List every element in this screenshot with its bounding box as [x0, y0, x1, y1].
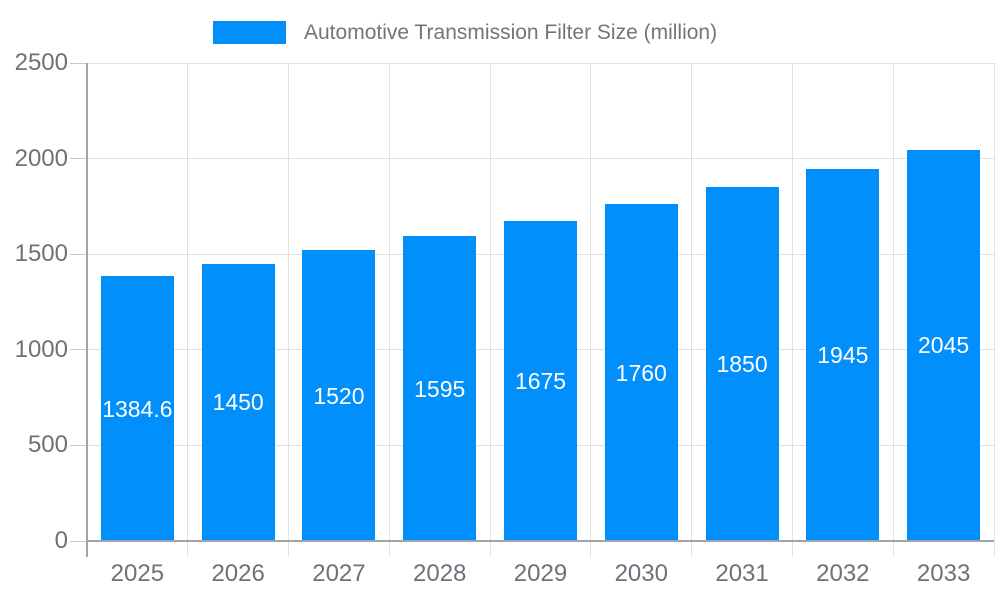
y-axis-line	[86, 63, 88, 557]
x-axis-label: 2028	[413, 560, 467, 587]
y-axis-tick	[70, 349, 87, 351]
bar	[100, 276, 174, 541]
x-axis-label: 2032	[816, 560, 870, 587]
x-axis-tick	[892, 541, 894, 557]
bar	[907, 149, 981, 541]
bar	[403, 236, 477, 541]
bar-value-label: 1675	[514, 367, 567, 394]
bar-value-label: 1450	[212, 389, 264, 416]
x-gridline	[489, 63, 491, 541]
x-gridline	[691, 63, 693, 541]
x-axis-tick	[388, 541, 390, 557]
y-axis-label: 500	[27, 431, 68, 459]
x-axis-label: 2029	[513, 560, 568, 587]
x-axis-label: 2030	[614, 560, 668, 587]
x-axis-tick	[489, 541, 491, 557]
legend-marker-icon	[213, 21, 286, 44]
bar	[806, 169, 880, 541]
y-axis-label: 1000	[14, 335, 68, 363]
x-gridline	[187, 63, 189, 541]
plot-area: 1384.6 1450 1520 1595 1675 1760 1850 1945 2045	[86, 62, 995, 541]
x-axis-label: 2031	[715, 560, 769, 587]
y-axis-tick	[70, 62, 87, 64]
x-axis-line	[87, 540, 994, 542]
x-axis-label: 2025	[110, 560, 165, 587]
x-axis-label: 2033	[916, 560, 971, 587]
bar-value-label: 1850	[716, 351, 768, 378]
bar-value-label: 2045	[918, 332, 970, 359]
legend-label: Automotive Transmission Filter Size (mil…	[304, 21, 718, 44]
y-axis-tick	[70, 444, 87, 446]
y-axis-label: 0	[54, 527, 68, 554]
y-gridline	[87, 62, 994, 64]
bar	[201, 263, 275, 541]
bar-value-label: 1945	[817, 342, 869, 369]
x-axis-tick	[993, 541, 995, 557]
y-axis-label: 2500	[14, 49, 68, 76]
y-axis-tick	[70, 253, 87, 255]
bar-value-label: 1520	[313, 382, 365, 409]
x-axis-tick	[791, 541, 793, 557]
bar	[705, 187, 779, 541]
y-gridline	[87, 158, 994, 160]
bar	[504, 220, 577, 541]
y-axis-tick	[70, 158, 87, 160]
x-axis-label: 2027	[312, 560, 366, 587]
y-axis-label: 1500	[14, 240, 68, 268]
bar	[302, 250, 376, 541]
bar-value-label: 1760	[615, 359, 667, 386]
x-gridline	[388, 63, 390, 541]
legend-item[interactable]: Automotive Transmission Filter Size (mil…	[213, 21, 717, 44]
bar	[604, 204, 678, 541]
x-gridline	[590, 63, 592, 541]
y-axis-label: 2000	[14, 144, 68, 172]
x-gridline	[993, 63, 995, 541]
bar-value-label: 1595	[414, 375, 466, 402]
x-axis-tick	[288, 541, 290, 557]
x-gridline	[288, 63, 290, 541]
x-axis-tick	[590, 541, 592, 557]
y-axis-tick	[70, 540, 87, 542]
bar-value-label: 1384.6	[102, 395, 173, 422]
x-axis-tick	[691, 541, 693, 557]
x-gridline	[791, 63, 793, 541]
x-gridline	[892, 63, 894, 541]
x-axis-tick	[187, 541, 189, 557]
x-axis-label: 2026	[211, 560, 265, 587]
